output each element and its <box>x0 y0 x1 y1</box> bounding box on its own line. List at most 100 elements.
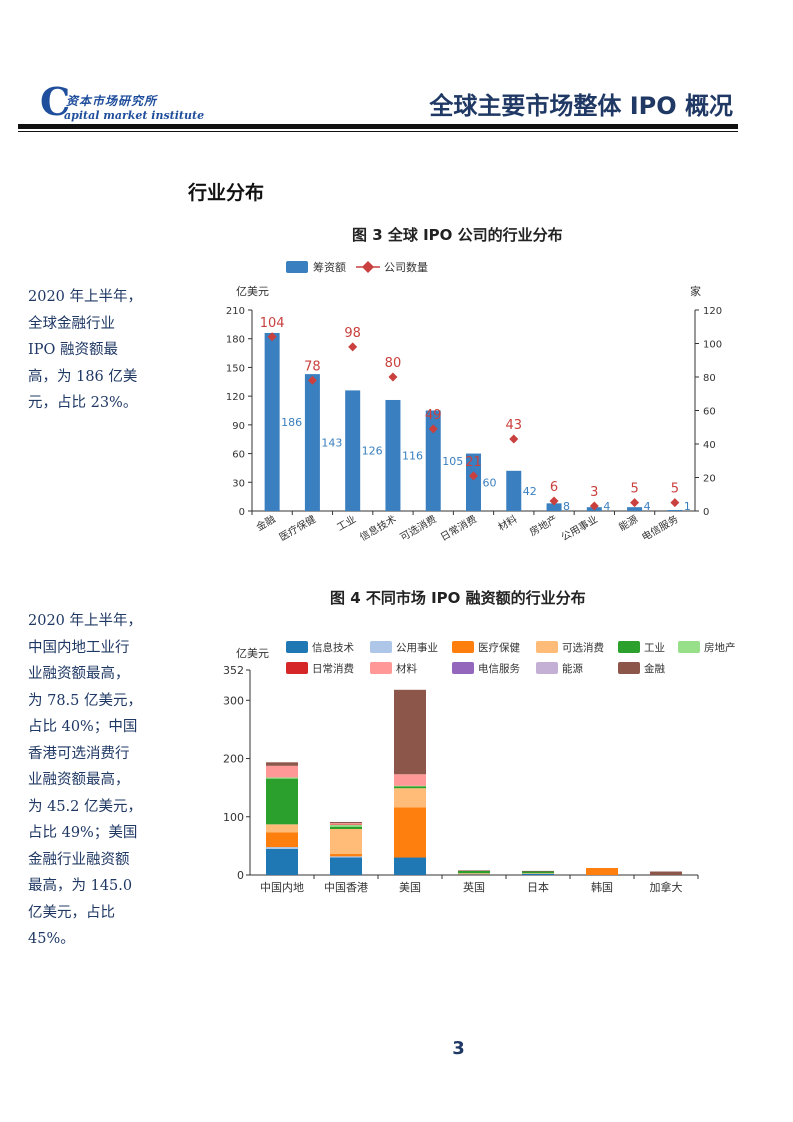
bar-value-label: 1 <box>684 500 691 513</box>
bar <box>304 374 320 511</box>
legend-label: 金融 <box>644 662 665 675</box>
stacked-bar-segment <box>522 871 554 874</box>
bar-value-label: 60 <box>483 476 497 489</box>
page-number: 3 <box>452 1038 465 1059</box>
x-tick-label: 信息技术 <box>357 512 398 543</box>
note-line: 2020 年上半年， <box>28 289 143 305</box>
x-tick-label: 加拿大 <box>650 880 683 894</box>
stacked-bar-segment <box>394 786 426 789</box>
y-tick-label: 60 <box>232 450 245 461</box>
stacked-bar-segment <box>394 689 426 775</box>
y-tick-label: 120 <box>226 392 245 403</box>
legend-label: 材料 <box>396 662 417 675</box>
stacked-bar-segment <box>330 824 362 827</box>
count-point <box>589 501 599 511</box>
legend-swatch <box>536 662 558 674</box>
x-tick-label: 可选消费 <box>398 512 439 543</box>
stacked-bar-segment <box>266 778 298 825</box>
stacked-bar-segment <box>458 873 490 874</box>
stacked-bar-segment <box>266 777 298 779</box>
y-tick-label: 0 <box>239 507 245 518</box>
count-point <box>348 342 358 352</box>
x-tick-label: 金融 <box>254 512 278 533</box>
count-point <box>549 496 559 506</box>
count-point <box>509 434 519 444</box>
logo-chinese-name: 资本市场研究所 <box>66 94 158 108</box>
stacked-bar-segment <box>522 873 554 875</box>
bar-value-label: 42 <box>523 485 537 498</box>
note-line: 业融资额最高， <box>28 772 130 788</box>
section-heading: 行业分布 <box>188 182 265 204</box>
legend-swatch <box>452 662 474 674</box>
stacked-bar-segment <box>522 873 554 874</box>
stacked-bar-segment <box>266 762 298 766</box>
legend-swatch <box>452 641 474 653</box>
figure3-note: 2020 年上半年， 全球金融行业 IPO 融资额最 高，为 186 亿美 元，… <box>28 284 150 417</box>
y2-tick-label: 80 <box>703 373 716 384</box>
count-point <box>307 375 317 385</box>
x-tick-label: 医疗保健 <box>277 512 318 543</box>
count-value-label: 78 <box>304 359 321 374</box>
bar <box>506 470 522 511</box>
bar <box>667 510 683 511</box>
legend-label-bar: 筹资额 <box>313 260 346 274</box>
y2-tick-label: 120 <box>703 306 722 317</box>
y2-tick-label: 0 <box>703 507 709 518</box>
y-tick-label: 30 <box>232 478 245 489</box>
x-tick-label: 日本 <box>527 880 549 894</box>
legend-swatch <box>370 662 392 674</box>
stacked-bar-segment <box>394 857 426 875</box>
bar-value-label: 4 <box>644 500 651 513</box>
y-tick-label: 200 <box>223 753 244 766</box>
y-axis-title: 亿美元 <box>236 647 269 660</box>
bar <box>425 410 441 511</box>
legend-label: 能源 <box>562 662 583 675</box>
stacked-bar-segment <box>458 874 490 875</box>
bar-value-label: 116 <box>402 449 423 462</box>
stacked-bar-segment <box>394 785 426 787</box>
y2-tick-label: 100 <box>703 340 722 351</box>
y-axis-title: 亿美元 <box>236 285 269 298</box>
legend-swatch <box>678 641 700 653</box>
y2-axis-title: 家 <box>690 284 701 298</box>
legend-label: 医疗保健 <box>478 641 520 654</box>
bar-value-label: 126 <box>362 445 383 458</box>
stacked-bar-segment <box>266 765 298 778</box>
legend-swatch <box>286 641 308 653</box>
logo-letter: C <box>40 79 71 124</box>
count-point <box>630 498 640 508</box>
stacked-bar-segment <box>458 870 490 874</box>
legend-label: 日常消费 <box>312 662 354 675</box>
note-line: 为 78.5 亿美元， <box>28 692 143 709</box>
count-value-label: 5 <box>630 482 638 497</box>
bar <box>385 399 401 511</box>
count-value-label: 21 <box>465 455 482 470</box>
y-tick-label: 0 <box>237 869 244 882</box>
header-rule <box>18 124 738 129</box>
count-value-label: 3 <box>590 485 598 500</box>
count-value-label: 104 <box>260 316 285 331</box>
legend-swatch-bar <box>286 261 308 273</box>
bar <box>546 503 562 511</box>
count-value-label: 98 <box>344 326 361 341</box>
legend-swatch <box>536 641 558 653</box>
y2-tick-label: 60 <box>703 407 716 418</box>
y-tick-label: 300 <box>223 694 244 707</box>
count-point <box>428 424 438 434</box>
stacked-bar-segment <box>330 822 362 824</box>
stacked-bar-segment <box>330 828 362 855</box>
logo-english-name: apital market institute <box>64 109 205 122</box>
note-line: 金融行业融资额 <box>28 851 130 868</box>
y2-tick-label: 20 <box>703 474 716 485</box>
legend-label: 可选消费 <box>562 641 604 654</box>
figure4-note: 2020 年上半年， 中国内地工业行 业融资额最高， 为 78.5 亿美元， 占… <box>28 608 150 953</box>
stacked-bar-segment <box>586 868 618 875</box>
note-line: 2020 年上半年， <box>28 613 143 629</box>
count-value-label: 49 <box>425 408 442 423</box>
x-tick-label: 日常消费 <box>438 512 479 543</box>
stacked-bar-segment <box>650 871 682 875</box>
legend-label: 房地产 <box>704 641 736 654</box>
figure3-title: 图 3 全球 IPO 公司的行业分布 <box>352 226 563 244</box>
bar-value-label: 4 <box>603 500 610 513</box>
